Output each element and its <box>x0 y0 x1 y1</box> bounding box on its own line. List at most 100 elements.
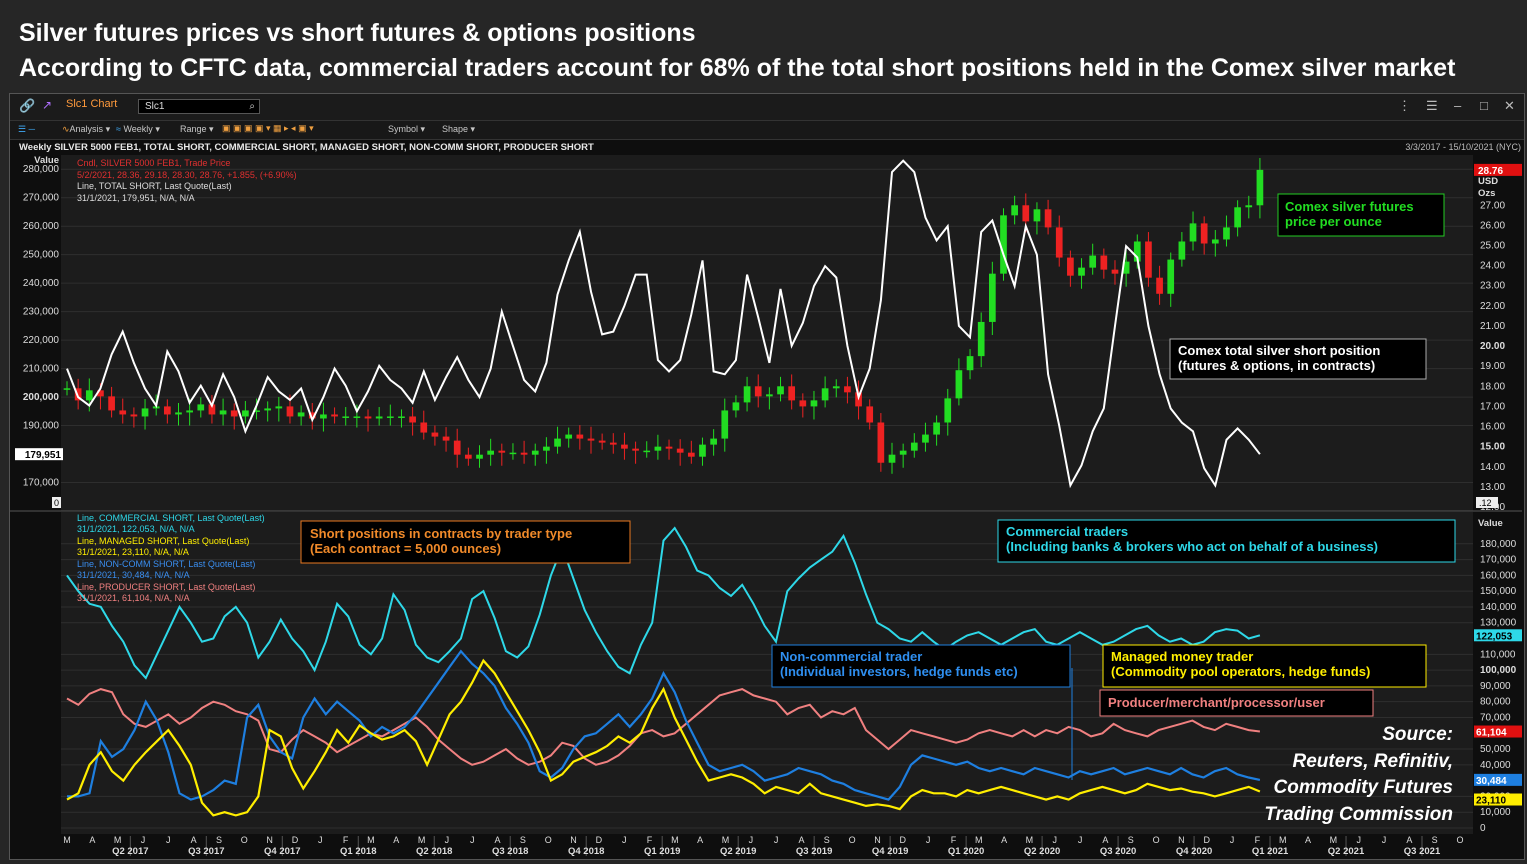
price-candle-body <box>398 416 405 418</box>
maximize-icon[interactable]: □ <box>1480 98 1488 113</box>
upper-right-axis: PriceUSDOzs27.0026.0025.0024.0023.0022.0… <box>1474 163 1522 513</box>
x-month-label: J <box>141 835 146 845</box>
price-candle-body <box>621 444 628 449</box>
price-candle-body <box>955 370 963 399</box>
lower-right-tick-label: 180,000 <box>1480 539 1517 550</box>
managed-annotation-line2: (Commodity pool operators, hedge funds) <box>1111 664 1370 679</box>
x-month-label: A <box>1406 835 1412 845</box>
total-annotation: Comex total silver short position (futur… <box>1169 338 1427 380</box>
lower-right-tick-label: 100,000 <box>1480 665 1517 676</box>
slide-subtitle: According to CFTC data, commercial trade… <box>19 54 1456 82</box>
price-candle-body <box>687 452 695 457</box>
price-candle-body <box>1100 255 1108 270</box>
comm-annotation-line2: (Including banks & brokers who act on be… <box>1006 539 1378 554</box>
managed-annotation-line1: Managed money trader <box>1111 649 1253 664</box>
lower-right-tick-label: 10,000 <box>1480 807 1511 818</box>
zero-badge <box>52 497 61 508</box>
symbol-search-input[interactable]: Slc1 ⌕ <box>138 99 260 114</box>
x-month-label: M <box>367 835 375 845</box>
range-label: Range <box>180 124 207 134</box>
x-month-label: A <box>89 835 95 845</box>
price-candle-body <box>264 408 272 411</box>
x-month-label: A <box>697 835 703 845</box>
x-month-label: J <box>1078 835 1083 845</box>
drawing-tools-icons[interactable]: ▣ ▣ ▣ ▣ ▾ ▦ ▸ ◂ ▣ ▾ <box>222 123 314 133</box>
upper-left-tick-label: 220,000 <box>23 335 60 346</box>
upper-left-tick-label: 230,000 <box>23 307 60 318</box>
slide-title: Silver futures prices vs short futures &… <box>19 19 696 47</box>
weekly-menu[interactable]: ≈ Weekly ▾ <box>116 124 160 134</box>
lower-right-tick-label: 130,000 <box>1480 618 1517 629</box>
price-candle-body <box>320 414 327 419</box>
price-candle-body <box>989 273 996 322</box>
analysis-menu[interactable]: ∿Analysis ▾ <box>62 124 111 134</box>
link-icon[interactable]: 🔗 <box>19 98 36 113</box>
x-month-label: O <box>545 835 552 845</box>
close-icon[interactable]: ✕ <box>1504 98 1515 113</box>
lower-last-badge-text: 30,484 <box>1476 776 1507 787</box>
legend-prod-2: 31/1/2021, 61,104, N/A, N/A <box>77 593 190 603</box>
price-candle-body <box>342 416 350 418</box>
x-month-label: A <box>1305 835 1311 845</box>
legend-mgd-1: Line, MANAGED SHORT, Last Quote(Last) <box>77 536 249 546</box>
tab-slc1-chart[interactable]: Slc1 Chart <box>66 98 118 110</box>
noncomm-short-line <box>67 649 1261 801</box>
weekly-label: Weekly <box>123 124 153 134</box>
lower-last-badge <box>1474 725 1522 738</box>
search-icon[interactable]: ⌕ <box>249 101 255 112</box>
x-month-label: N <box>570 835 577 845</box>
x-month-label: N <box>1178 835 1185 845</box>
lower-right-title: Value <box>1478 518 1503 529</box>
x-quarter-label: Q1 2020 <box>948 846 984 857</box>
x-month-label: J <box>749 835 754 845</box>
x-month-label: J <box>318 835 323 845</box>
layout-icon[interactable]: ⋮ <box>1398 98 1411 113</box>
price-candle-body <box>1178 241 1186 260</box>
price-candle-body <box>1133 241 1141 262</box>
price-candle-body <box>108 396 115 411</box>
upper-left-tick-label: 270,000 <box>23 193 60 204</box>
upper-right-tick-label: 16.00 <box>1480 422 1505 433</box>
menu-icon[interactable]: ☰ <box>1426 98 1438 113</box>
x-quarter-label: Q3 2017 <box>188 846 224 857</box>
price-annotation-line1: Comex silver futures <box>1285 199 1414 214</box>
shape-menu[interactable]: Shape ▾ <box>442 124 476 134</box>
price-candle-body <box>899 450 907 455</box>
lower-right-tick-label: 40,000 <box>1480 760 1511 771</box>
toolbar-icons[interactable]: ☰ ─ <box>18 124 35 134</box>
upper-right-tick-label: 15.00 <box>1480 442 1505 453</box>
x-axis-band <box>10 834 1522 856</box>
x-month-label: N <box>874 835 881 845</box>
price-candle-body <box>866 406 874 423</box>
minimize-icon[interactable]: – <box>1454 98 1462 113</box>
price-last-badge <box>1474 163 1522 176</box>
upper-left-tick-label: 190,000 <box>23 421 60 432</box>
price-candle-body <box>186 410 193 413</box>
upper-right-currency: USD <box>1478 176 1498 187</box>
x-month-label: D <box>900 835 907 845</box>
upper-right-tick-label: 27.00 <box>1480 200 1505 211</box>
price-candle-body <box>1067 257 1074 276</box>
x-month-label: O <box>1153 835 1160 845</box>
lower-last-badge <box>1474 773 1522 786</box>
x-quarter-label: Q3 2020 <box>1100 846 1136 857</box>
legend-noncomm-2: 31/1/2021, 30,484, N/A, N/A <box>77 570 190 580</box>
price-candle-body <box>1189 223 1197 242</box>
chart-header-title: Weekly SILVER 5000 FEB1, TOTAL SHORT, CO… <box>19 142 594 153</box>
range-menu[interactable]: Range ▾ <box>180 124 214 134</box>
legend-comm-2: 31/1/2021, 122,053, N/A, N/A <box>77 524 195 534</box>
x-month-label: S <box>520 835 526 845</box>
lower-last-badge-text: 61,104 <box>1476 728 1507 739</box>
price-candle-body <box>1078 267 1085 276</box>
upper-right-unit: Ozs <box>1478 188 1495 199</box>
lower-right-tick-label: 0 <box>1480 823 1486 834</box>
symbol-menu[interactable]: Symbol ▾ <box>388 124 426 134</box>
price-candle-body <box>453 440 461 455</box>
price-candle-body <box>554 438 561 447</box>
price-candle-body <box>643 450 651 453</box>
price-candle-body <box>1089 255 1097 268</box>
x-month-label: M <box>722 835 730 845</box>
x-quarter-label: Q4 2018 <box>568 846 604 857</box>
upper-right-tick-label: 13.00 <box>1480 482 1505 493</box>
noncomm-annotation-line1: Non-commercial trader <box>780 649 922 664</box>
